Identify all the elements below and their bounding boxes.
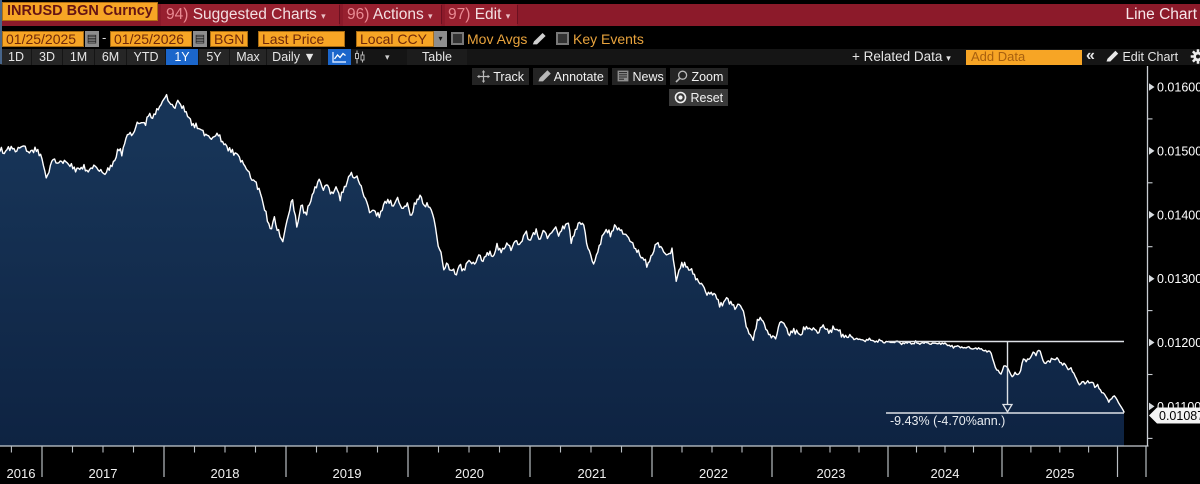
svg-text:2021: 2021 xyxy=(578,466,607,481)
svg-text:2025: 2025 xyxy=(1046,466,1075,481)
svg-text:0.01300: 0.01300 xyxy=(1157,272,1200,286)
svg-text:2020: 2020 xyxy=(455,466,484,481)
svg-text:2018: 2018 xyxy=(211,466,240,481)
svg-text:-9.43% (-4.70%ann.): -9.43% (-4.70%ann.) xyxy=(890,414,1005,428)
svg-text:2016: 2016 xyxy=(7,466,36,481)
svg-text:0.01400: 0.01400 xyxy=(1157,208,1200,222)
svg-text:0.01600: 0.01600 xyxy=(1157,81,1200,95)
svg-text:0.01500: 0.01500 xyxy=(1157,144,1200,158)
svg-text:2022: 2022 xyxy=(699,466,728,481)
svg-text:0.01200: 0.01200 xyxy=(1157,336,1200,350)
svg-text:2017: 2017 xyxy=(89,466,118,481)
svg-text:2023: 2023 xyxy=(817,466,846,481)
svg-text:2019: 2019 xyxy=(333,466,362,481)
svg-text:2024: 2024 xyxy=(931,466,960,481)
svg-text:0.010875: 0.010875 xyxy=(1159,409,1200,423)
